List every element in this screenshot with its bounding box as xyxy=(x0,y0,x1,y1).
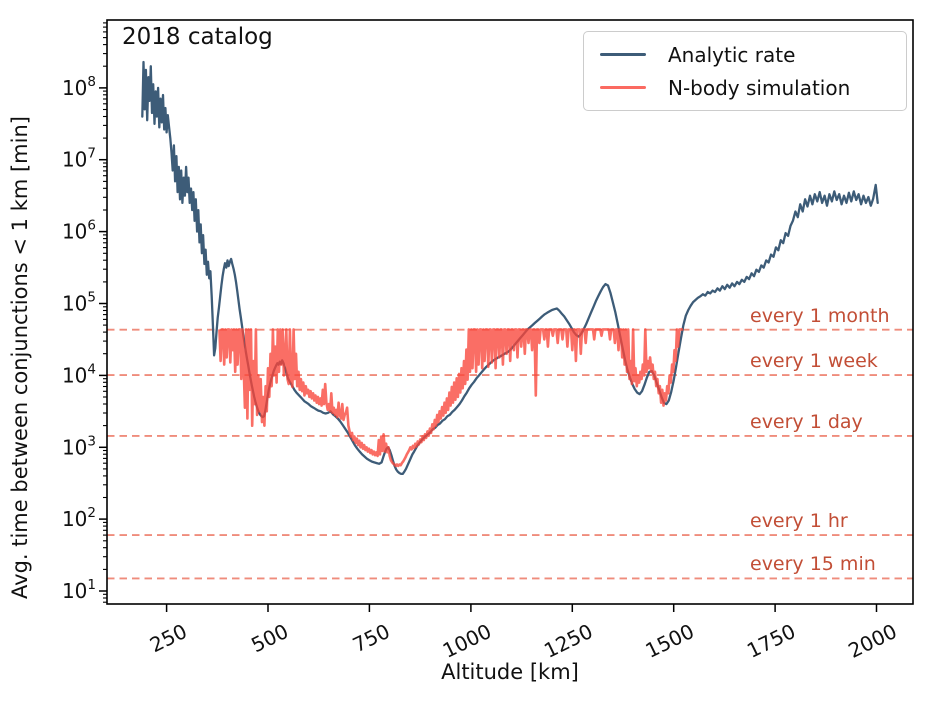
x-axis-label: Altitude [km] xyxy=(0,660,928,684)
legend-label-nbody: N-body simulation xyxy=(668,75,851,100)
legend-label-analytic: Analytic rate xyxy=(668,42,796,67)
x-tick-label-500: 500 xyxy=(247,619,292,657)
legend-line-swatch-analytic xyxy=(600,52,646,57)
y-tick-label-10e2: 102 xyxy=(62,505,96,531)
x-tick-label-1500: 1500 xyxy=(642,619,698,663)
legend-line-swatch-nbody xyxy=(600,85,646,90)
threshold-label-every-1-week: every 1 week xyxy=(750,350,878,373)
x-tick-label-1000: 1000 xyxy=(439,619,495,663)
threshold-label-every-15-min: every 15 min xyxy=(750,553,876,576)
x-tick-label-1750: 1750 xyxy=(743,619,799,663)
nbody-simulation-line xyxy=(218,328,684,468)
y-tick-label-10e6: 106 xyxy=(62,218,96,244)
y-axis-label: Avg. time between conjunctions < 1 km [m… xyxy=(8,116,32,599)
legend: Analytic rate N-body simulation xyxy=(583,31,907,111)
y-tick-label-10e3: 103 xyxy=(62,433,96,459)
x-tick-label-750: 750 xyxy=(349,619,394,657)
y-axis-ticks xyxy=(99,22,107,603)
y-tick-label-10e7: 107 xyxy=(62,146,96,172)
y-tick-label-10e8: 108 xyxy=(62,74,96,100)
y-tick-label-10e1: 101 xyxy=(62,577,96,603)
legend-entry-nbody-simulation: N-body simulation xyxy=(600,76,894,100)
threshold-label-every-1-hr: every 1 hr xyxy=(750,510,848,533)
x-tick-label-1250: 1250 xyxy=(540,619,596,663)
threshold-label-every-1-month: every 1 month xyxy=(750,304,890,327)
y-axis-tick-labels: 101 102 103 104 105 106 107 108 xyxy=(62,74,96,603)
x-tick-label-2000: 2000 xyxy=(844,619,900,663)
x-axis-label-text: Altitude [km] xyxy=(441,660,579,684)
x-axis-ticks: 250 500 750 1000 1250 1500 1750 2000 xyxy=(146,604,901,663)
axes-box xyxy=(106,19,914,605)
y-tick-label-10e5: 105 xyxy=(62,290,96,316)
x-tick-label-250: 250 xyxy=(146,619,191,657)
y-tick-label-10e4: 104 xyxy=(62,361,96,387)
plot-title: 2018 catalog xyxy=(122,24,273,50)
threshold-label-every-1-day: every 1 day xyxy=(750,410,863,433)
legend-entry-analytic-rate: Analytic rate xyxy=(600,43,894,67)
